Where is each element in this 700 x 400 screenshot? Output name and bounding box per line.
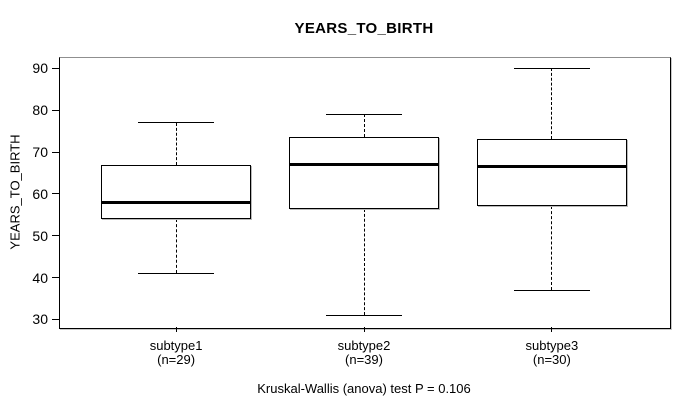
x-category-count: (n=39) (345, 352, 383, 367)
x-tick (175, 327, 177, 332)
lower-whisker-line (175, 219, 177, 274)
y-tick (52, 67, 59, 69)
y-tick (52, 193, 59, 195)
chart-title: YEARS_TO_BIRTH (294, 20, 434, 37)
iqr-box (101, 164, 252, 219)
x-category-name: subtype3 (525, 338, 579, 353)
y-tick-label: 40 (32, 269, 48, 286)
x-category-count: (n=29) (157, 352, 196, 367)
iqr-box (289, 137, 439, 209)
x-category-label: subtype2 (n=39) (289, 339, 439, 367)
upper-whisker-cap (513, 67, 590, 69)
x-category-name: subtype1 (149, 338, 203, 353)
stat-test-caption: Kruskal-Wallis (anova) test P = 0.106 (257, 381, 471, 396)
lower-whisker-line (363, 208, 365, 316)
upper-whisker-cap (326, 113, 402, 115)
iqr-box (476, 139, 627, 207)
x-category-label: subtype1 (n=29) (101, 339, 251, 367)
lower-whisker-cap (138, 272, 215, 274)
upper-whisker-line (551, 68, 553, 140)
upper-whisker-line (363, 114, 365, 138)
y-tick-label: 90 (32, 60, 48, 77)
y-tick-label: 50 (32, 227, 48, 244)
y-tick-label: 60 (32, 185, 48, 202)
lower-whisker-cap (326, 314, 402, 316)
y-tick (52, 109, 59, 111)
y-tick-label: 70 (32, 144, 48, 161)
lower-whisker-cap (513, 289, 590, 291)
y-tick (52, 277, 59, 279)
y-tick (52, 151, 59, 153)
x-tick (363, 327, 365, 332)
upper-whisker-line (175, 122, 177, 165)
x-tick (551, 327, 553, 332)
y-tick (52, 235, 59, 237)
y-tick (52, 318, 59, 320)
median-line (476, 165, 627, 169)
median-line (289, 163, 439, 167)
plot-area (59, 57, 671, 329)
median-line (101, 200, 252, 204)
upper-whisker-cap (138, 122, 215, 124)
x-category-count: (n=30) (532, 352, 571, 367)
y-tick-label: 30 (32, 311, 48, 328)
lower-whisker-line (551, 206, 553, 291)
y-tick-label: 80 (32, 102, 48, 119)
x-category-label: subtype3 (n=30) (477, 339, 627, 367)
x-category-name: subtype2 (337, 338, 391, 353)
